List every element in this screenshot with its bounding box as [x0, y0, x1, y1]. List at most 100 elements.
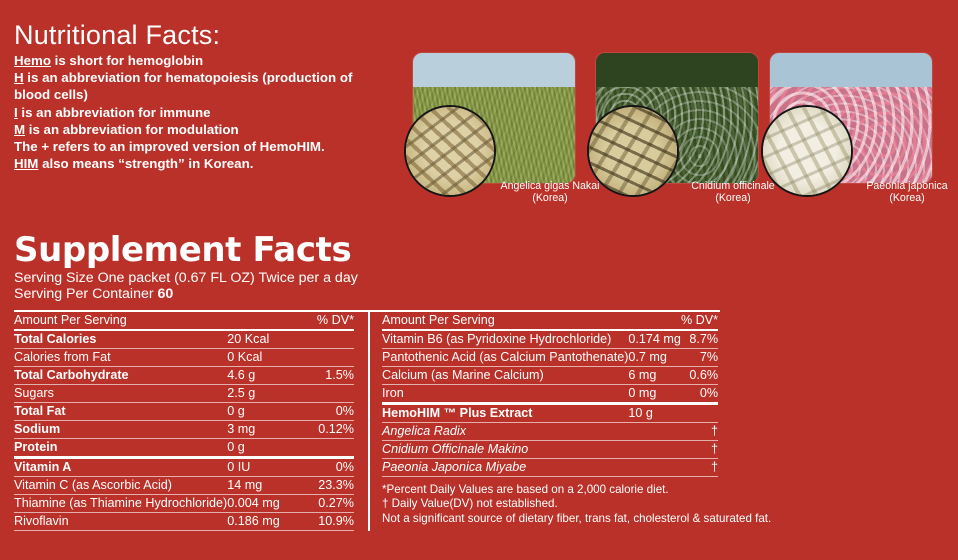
glossary-definition: The + refers to an improved version of H… [14, 139, 325, 155]
nutrient-percent-dv: 0.12% [303, 420, 354, 439]
serving-per-container-label: Serving Per Container [14, 286, 154, 303]
glossary-definition: is an abbreviation for modulation [25, 121, 239, 137]
photo-caption: Cnidium officinale (Korea) [674, 180, 792, 205]
footnote-line: *Percent Daily Values are based on a 2,0… [382, 482, 669, 496]
nutrient-name: Rivoflavin [14, 512, 228, 531]
serving-per-container-value: 60 [157, 286, 174, 303]
ingredient-photo-card: Cnidium officinale (Korea) [587, 53, 775, 204]
table-row: Total Carbohydrate 4.6 g 1.5% [14, 366, 354, 385]
nutrient-amount: 0 IU [227, 455, 304, 477]
nutrient-amount: 0 Kcal [227, 348, 304, 367]
table-row: Cnidium Officinale Makino † [382, 440, 719, 459]
supplement-facts-panel: Supplement Facts Serving Size One packet… [14, 230, 772, 531]
photo-caption-name: Angelica gigas Nakai [500, 179, 600, 192]
nutrient-name: Pantothenic Acid (as Calcium Pantothenat… [382, 348, 629, 367]
ingredient-root-inset [404, 105, 496, 197]
glossary-line: I is an abbreviation for immune [14, 104, 374, 121]
nutrient-amount [628, 440, 681, 459]
nutrient-amount: 0.174 mg [628, 329, 681, 349]
table-row: Total Fat 0 g 0% [14, 402, 354, 421]
nutrient-name: HemoHIM ™ Plus Extract [382, 401, 629, 423]
nutrient-name: Vitamin C (as Ascorbic Acid) [14, 476, 228, 495]
glossary-line: HIM also means “strength” in Korean. [14, 155, 374, 172]
nutrient-amount: 0 g [227, 438, 304, 458]
nutrient-amount: 20 Kcal [227, 329, 304, 349]
table-header-row: Amount Per Serving % DV* [382, 311, 719, 331]
nutrient-amount: 0 mg [628, 384, 681, 404]
page-title: Nutritional Facts: [14, 20, 221, 51]
nutrient-name: Calcium (as Marine Calcium) [382, 366, 629, 385]
nutrient-percent-dv: 0% [303, 455, 354, 477]
glossary-line: M is an abbreviation for modulation [14, 121, 374, 138]
header-spacer [628, 311, 681, 331]
photo-caption-origin: (Korea) [532, 192, 568, 205]
glossary-term: M [14, 121, 26, 137]
nutrient-name: Total Fat [14, 402, 228, 421]
ingredient-root-inset [761, 105, 853, 197]
photo-sky [413, 53, 575, 87]
nutrient-name: Total Carbohydrate [14, 366, 228, 385]
table-row: Thiamine (as Thiamine Hydrochloride) 0.00… [14, 494, 354, 513]
nutrient-percent-dv: 23.3% [303, 476, 354, 495]
supplement-facts-title: Supplement Facts [14, 230, 352, 270]
nutrient-name: Protein [14, 438, 228, 458]
nutrient-name: Iron [382, 384, 629, 404]
serving-per-container-line: Serving Per Container 60 [14, 286, 720, 302]
table-row: Rivoflavin 0.186 mg 10.9% [14, 512, 354, 531]
table-row: Sodium 3 mg 0.12% [14, 420, 354, 439]
photo-sky [770, 53, 932, 87]
footnote-line: † Daily Value(DV) not established. [382, 497, 558, 511]
nutrient-name: Sodium [14, 420, 228, 439]
facts-column-left: Amount Per Serving% DV* Total Calories 20 … [14, 311, 354, 531]
nutrient-amount [628, 458, 681, 477]
nutrient-percent-dv: 0.6% [680, 366, 719, 385]
nutrient-amount: 3 mg [227, 420, 304, 439]
ingredient-root-inset [587, 105, 679, 197]
nutrient-amount: 6 mg [628, 366, 681, 385]
table-header-row: Amount Per Serving % DV* [14, 311, 354, 331]
glossary-term: I [14, 104, 18, 120]
nutrient-name: Paeonia Japonica Miyabe [382, 458, 629, 477]
facts-column-right: Amount Per Serving% DV* Vitamin B6 (as Py… [368, 311, 772, 531]
glossary-line: H is an abbreviation for hematopoiesis (… [14, 69, 374, 103]
header-spacer [227, 311, 304, 331]
glossary-term: Hemo [14, 53, 51, 68]
nutrient-amount: 4.6 g [227, 366, 304, 385]
photo-sky [596, 53, 758, 87]
table-row: Angelica Radix † [382, 422, 719, 441]
header-amount-per-serving: Amount Per Serving [382, 311, 629, 331]
table-row: Paeonia Japonica Miyabe † [382, 458, 719, 477]
nutrient-percent-dv [303, 438, 354, 458]
nutrient-percent-dv [303, 329, 354, 349]
nutrient-percent-dv: 1.5% [303, 366, 354, 385]
nutrient-percent-dv [680, 401, 719, 423]
nutrient-percent-dv: 7% [680, 348, 719, 367]
dagger-marker: † [680, 422, 719, 441]
nutrient-name: Calories from Fat [14, 348, 228, 367]
nutrient-amount [628, 422, 681, 441]
nutrient-amount: 14 mg [227, 476, 304, 495]
dagger-marker: † [680, 458, 719, 477]
table-row: HemoHIM ™ Plus Extract 10 g [382, 401, 719, 423]
nutrient-amount: 0.004 mg [227, 494, 304, 513]
glossary-term: HIM [14, 156, 39, 172]
nutrient-name: Vitamin B6 (as Pyridoxine Hydrochloride) [382, 329, 629, 349]
table-row: Pantothenic Acid (as Calcium Pantothenat… [382, 348, 719, 367]
glossary-line: The + refers to an improved version of H… [14, 138, 374, 155]
nutrient-amount: 0.7 mg [628, 348, 681, 367]
ingredient-photo-card: Paeonia japonica (Korea) [761, 53, 948, 204]
footnote-line: Not a significant source of dietary fibe… [382, 511, 772, 525]
footnotes-block: *Percent Daily Values are based on a 2,0… [382, 482, 772, 526]
photo-caption-name: Cnidium officinale [691, 179, 775, 192]
nutrient-percent-dv: 8.7% [680, 329, 719, 349]
nutrient-name: Vitamin A [14, 455, 228, 477]
glossary-definition: is short for hemoglobin [50, 53, 204, 68]
angelica-root-icon [406, 107, 494, 195]
ingredient-photo-card: Angelica gigas Nakai (Korea) [404, 53, 599, 204]
nutrient-percent-dv: 0% [303, 402, 354, 421]
photo-caption-origin: (Korea) [889, 192, 925, 205]
nutrient-name: Angelica Radix [382, 422, 629, 441]
nutrient-percent-dv [303, 348, 354, 367]
nutrient-amount: 0 g [227, 402, 304, 421]
